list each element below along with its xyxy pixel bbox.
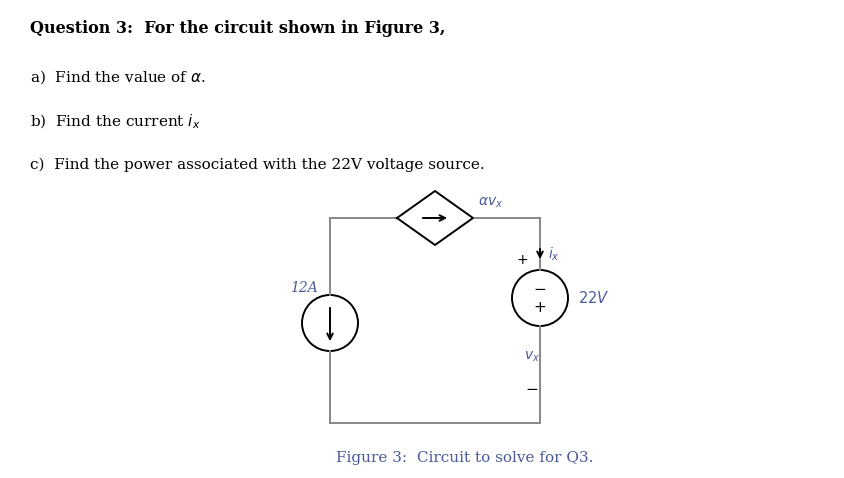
Text: $22V$: $22V$	[577, 290, 609, 306]
Text: b)  Find the current $i_x$: b) Find the current $i_x$	[30, 113, 200, 131]
Text: $-$: $-$	[525, 381, 538, 395]
Text: a)  Find the value of $\alpha$.: a) Find the value of $\alpha$.	[30, 68, 206, 86]
Text: $+$: $+$	[516, 253, 528, 267]
Text: $\alpha v_x$: $\alpha v_x$	[478, 196, 503, 210]
Text: $v_x$: $v_x$	[523, 349, 539, 364]
Text: 12A: 12A	[289, 281, 317, 295]
Text: $i_x$: $i_x$	[548, 245, 559, 263]
Text: c)  Find the power associated with the 22V voltage source.: c) Find the power associated with the 22…	[30, 158, 484, 173]
Text: Figure 3:  Circuit to solve for Q3.: Figure 3: Circuit to solve for Q3.	[336, 451, 593, 465]
Text: $+$: $+$	[533, 301, 546, 315]
Text: $-$: $-$	[533, 281, 546, 295]
Text: Question 3:  For the circuit shown in Figure 3,: Question 3: For the circuit shown in Fig…	[30, 20, 445, 37]
